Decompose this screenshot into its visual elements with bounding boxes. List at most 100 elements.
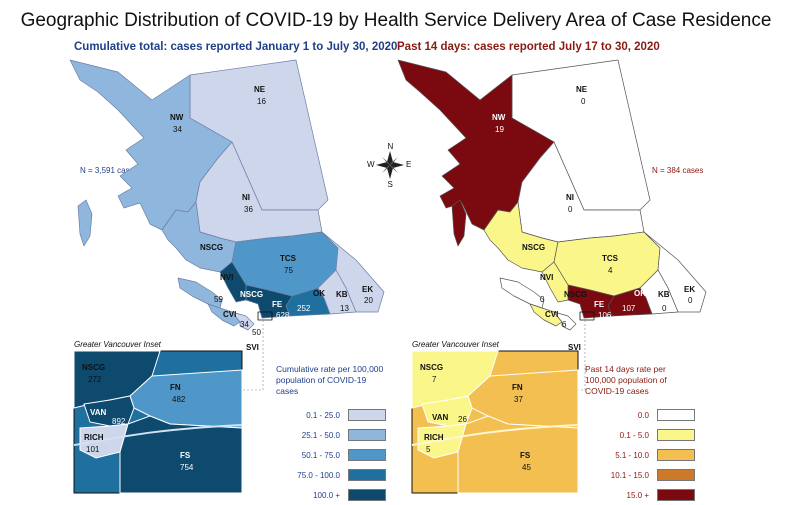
compass-s-label: S (388, 180, 393, 189)
label-cvi-left: CVI (223, 310, 236, 319)
legend-swatch (348, 469, 386, 481)
inset-marker-left (257, 311, 273, 321)
value-inset-rich-left: 101 (86, 445, 100, 454)
region-cvi-left[interactable] (207, 303, 241, 327)
right-inset (411, 350, 579, 494)
label-tcs-right: TCS (602, 254, 619, 263)
label-ok-right: OK (634, 289, 646, 298)
label-inset-rich-left: RICH (84, 433, 104, 442)
label-inset-nscg-right: NSCG (420, 363, 443, 372)
label-inset-fn-left: FN (170, 383, 181, 392)
legend-row: 5.1 - 10.0 (585, 445, 695, 465)
value-kb-left: 13 (340, 304, 349, 313)
right-inset-labels: NSCG 7 FN 37 VAN 26 RICH 5 FS 45 (420, 363, 531, 472)
inset-van-right[interactable] (421, 395, 473, 427)
left-inset-title: Greater Vancouver Inset (74, 340, 161, 349)
legend-label: 5.1 - 10.0 (615, 450, 649, 460)
label-kb-right: KB (658, 290, 670, 299)
right-map-labels: NW 19 NE 0 NI 0 NSCG TCS 4 NVI 0 NSCG FE… (492, 85, 695, 352)
legend-swatch (657, 449, 695, 461)
legend-row: 25.1 - 50.0 (276, 425, 386, 445)
value-kb-right: 0 (662, 304, 667, 313)
inset-van-left[interactable] (83, 395, 135, 427)
value-inset-fs-right: 45 (522, 463, 531, 472)
haida-gwaii-left[interactable] (77, 199, 93, 247)
label-ne-right: NE (576, 85, 588, 94)
value-ek-right: 0 (688, 296, 693, 305)
region-fe-right[interactable] (567, 284, 615, 319)
left-case-count: N = 3,591 cases (80, 166, 139, 175)
label-inset-rich-right: RICH (424, 433, 444, 442)
region-svi-left[interactable] (231, 311, 255, 331)
value-inset-fn-left: 482 (172, 395, 186, 404)
value-cvi-left: 34 (240, 320, 249, 329)
label-cvi-right: CVI (545, 310, 558, 319)
label-nscg-south-right: NSCG (564, 290, 587, 299)
left-map-labels: NW 34 NE 16 NI 36 NSCG TCS 75 NVI 59 NSC… (170, 85, 373, 352)
label-nvi-right: NVI (540, 273, 553, 282)
compass-rose-icon: N S E W (367, 142, 411, 189)
legend-label: 10.1 - 15.0 (610, 470, 649, 480)
label-inset-van-left: VAN (90, 408, 107, 417)
region-nw-right[interactable] (397, 59, 555, 231)
label-ek-right: EK (684, 285, 695, 294)
label-kb-left: KB (336, 290, 348, 299)
value-ne-left: 16 (257, 97, 266, 106)
value-ne-right: 0 (581, 97, 586, 106)
region-fe-left[interactable] (245, 284, 293, 319)
legend-label: 25.1 - 50.0 (301, 430, 340, 440)
left-legend: Cumulative rate per 100,000 population o… (276, 364, 386, 505)
left-legend-title: Cumulative rate per 100,000 population o… (276, 364, 384, 396)
label-tcs-left: TCS (280, 254, 297, 263)
legend-label: 15.0 + (626, 490, 649, 500)
legend-row: 75.0 - 100.0 (276, 465, 386, 485)
label-fe-right: FE (594, 300, 605, 309)
legend-label: 0.1 - 25.0 (306, 410, 340, 420)
label-nscg-right: NSCG (522, 243, 545, 252)
legend-row: 100.0 + (276, 485, 386, 505)
region-svi-right[interactable] (553, 311, 577, 331)
inset-marker-right (579, 311, 595, 321)
region-nscg-south-left[interactable] (219, 261, 247, 303)
right-inset-title: Greater Vancouver Inset (412, 340, 499, 349)
region-nscg-south-right[interactable] (541, 261, 569, 303)
value-fe-right: 106 (598, 311, 612, 320)
compass-w-label: W (367, 160, 375, 169)
label-inset-fs-right: FS (520, 451, 531, 460)
left-map-subtitle: Cumulative total: cases reported January… (74, 41, 398, 53)
label-nw-left: NW (170, 113, 184, 122)
value-inset-van-left: 892 (112, 417, 126, 426)
legend-label: 75.0 - 100.0 (297, 470, 340, 480)
value-inset-fn-right: 37 (514, 395, 523, 404)
value-nw-left: 34 (173, 125, 182, 134)
left-inset-labels: NSCG 272 FN 482 VAN 892 RICH 101 FS 754 (82, 363, 194, 472)
value-fe-left: 628 (276, 311, 290, 320)
right-map-subtitle: Past 14 days: cases reported July 17 to … (397, 41, 660, 53)
region-cvi-right[interactable] (529, 303, 563, 327)
value-tcs-left: 75 (284, 266, 293, 275)
label-svi-left: SVI (246, 343, 259, 352)
legend-swatch (348, 489, 386, 501)
inset-fs-left[interactable] (119, 415, 243, 494)
label-nvi-left: NVI (220, 273, 233, 282)
haida-gwaii-right[interactable] (451, 199, 467, 247)
label-nw-right: NW (492, 113, 506, 122)
legend-swatch (657, 489, 695, 501)
value-inset-nscg-left: 272 (88, 375, 102, 384)
region-nw-left[interactable] (69, 59, 233, 231)
value-inset-van-right: 26 (458, 415, 467, 424)
label-inset-nscg-left: NSCG (82, 363, 105, 372)
value-ek-left: 20 (364, 296, 373, 305)
legend-swatch (348, 409, 386, 421)
label-ni-left: NI (242, 193, 250, 202)
value-ok-right: 107 (622, 304, 636, 313)
legend-row: 0.0 (585, 405, 695, 425)
legend-swatch (348, 449, 386, 461)
inset-fs-right[interactable] (457, 415, 579, 494)
legend-label: 0.0 (637, 410, 649, 420)
legend-swatch (657, 429, 695, 441)
region-nvi-right[interactable] (499, 277, 545, 309)
value-ni-left: 36 (244, 205, 253, 214)
value-tcs-right: 4 (608, 266, 613, 275)
